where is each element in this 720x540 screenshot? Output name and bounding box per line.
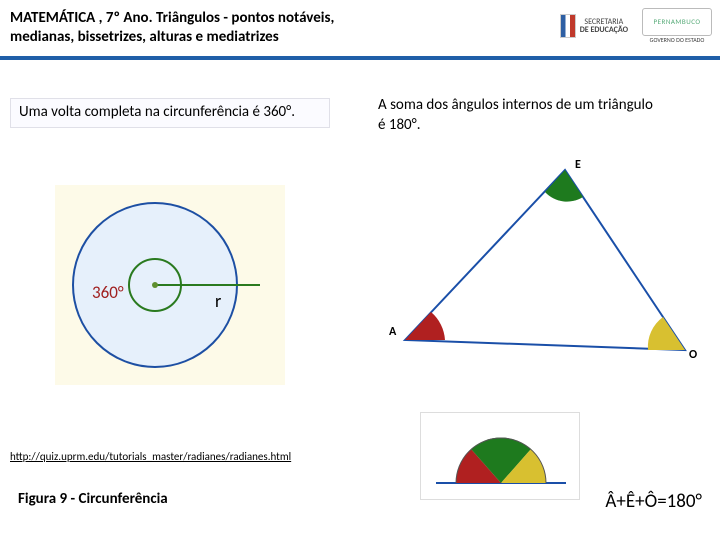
caption-left-text: Uma volta completa na circunferência é 3… (19, 103, 295, 121)
header-logos: SECRETARIA DE EDUCAÇÃO PERNAMBUCO GOVERN… (560, 8, 712, 45)
content: Uma volta completa na circunferência é 3… (0, 60, 720, 540)
semicircle-svg (421, 413, 581, 501)
angle-sum-equation: Â+Ê+Ô=180° (605, 490, 702, 513)
triangle-figure: A E O (375, 150, 705, 380)
title-line2: medianas, bissetrizes, alturas e mediatr… (10, 28, 279, 46)
circle-figure: 360° r (55, 185, 285, 385)
vertex-O-label: O (689, 348, 697, 362)
logo2-sub: GOVERNO DO ESTADO (650, 36, 705, 44)
triangle-svg: A E O (375, 150, 705, 380)
figure-9-label: Figura 9 - Circunferência (18, 490, 168, 508)
angle-E (545, 170, 583, 202)
logo2-text: PERNAMBUCO (654, 18, 701, 26)
header: MATEMÁTICA , 7º Ano. Triângulos - pontos… (0, 0, 720, 60)
flag-icon (560, 14, 576, 38)
radius-label: r (215, 290, 221, 312)
logo-pernambuco: PERNAMBUCO GOVERNO DO ESTADO (642, 8, 712, 45)
triangle-outline (405, 170, 685, 350)
logo-secretaria: SECRETARIA DE EDUCAÇÃO (560, 14, 628, 38)
vertex-E-label: E (575, 158, 581, 172)
circle-svg: 360° r (60, 190, 280, 380)
center-dot (152, 282, 158, 288)
angle-A (405, 312, 445, 340)
caption-right: A soma dos ângulos internos de um triâng… (370, 92, 670, 139)
caption-left: Uma volta completa na circunferência é 3… (10, 98, 330, 128)
page-title: MATEMÁTICA , 7º Ano. Triângulos - pontos… (0, 3, 344, 53)
title-line1: MATEMÁTICA , 7º Ano. Triângulos - pontos… (10, 9, 334, 27)
source-link[interactable]: http://quiz.uprm.edu/tutorials_master/ra… (10, 450, 291, 463)
angle-360-label: 360° (92, 282, 124, 303)
caption-right-text: A soma dos ângulos internos de um triâng… (378, 96, 653, 134)
logo1-line2: DE EDUCAÇÃO (580, 25, 628, 35)
vertex-A-label: A (389, 325, 397, 339)
semicircle-figure (420, 412, 580, 500)
